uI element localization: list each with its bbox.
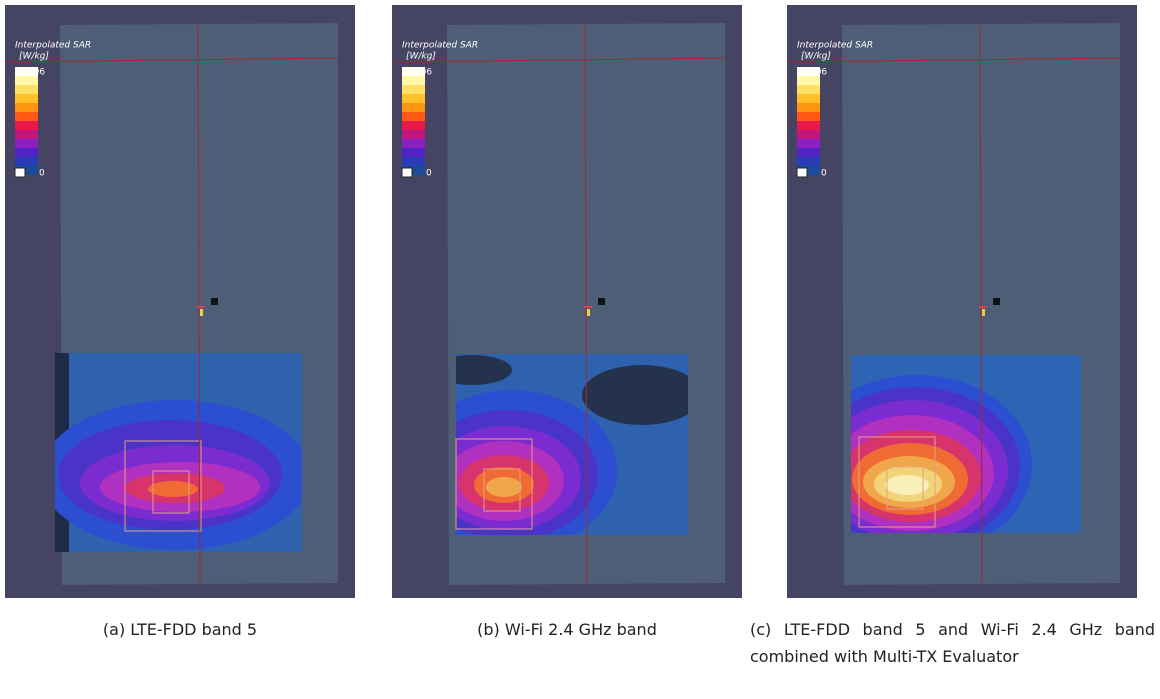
- caption: (a) LTE-FDD band 5: [5, 616, 355, 643]
- colorbar-step: [15, 130, 38, 139]
- colorbar-step: [15, 103, 38, 112]
- page: Interpolated SAR[W/kg]8.060Interpolated …: [0, 0, 1160, 699]
- marker: [211, 298, 218, 305]
- colorbar-step: [15, 139, 38, 148]
- colorbar-step: [402, 130, 425, 139]
- legend-unit: [W/kg]: [801, 52, 831, 62]
- marker: [587, 309, 590, 316]
- marker: [979, 306, 987, 308]
- colorbar-step: [15, 157, 38, 166]
- legend-title: Interpolated SAR: [402, 41, 478, 51]
- colorbar-step: [797, 130, 820, 139]
- marker: [584, 306, 592, 308]
- legend-unit: [W/kg]: [19, 52, 49, 62]
- colorbar-step: [15, 112, 38, 121]
- colorbar-step: [797, 85, 820, 94]
- panel: Interpolated SAR[W/kg] 8.06 0: [392, 5, 742, 598]
- legend-max: 8.06: [807, 68, 827, 78]
- legend-title: Interpolated SAR: [797, 41, 873, 51]
- contour: [486, 477, 522, 497]
- colorbar-step: [402, 121, 425, 130]
- low-region: [582, 365, 702, 425]
- colorbar-step: [15, 94, 38, 103]
- colorbar-step: [15, 148, 38, 157]
- colorbar-step: [402, 85, 425, 94]
- colorbar-step: [797, 157, 820, 166]
- colorbar-step: [797, 94, 820, 103]
- legend-max: 8.06: [412, 68, 432, 78]
- legend-unit: [W/kg]: [406, 52, 436, 62]
- legend-min: 0: [426, 169, 432, 179]
- colorbar-step: [402, 103, 425, 112]
- colorbar-step: [402, 148, 425, 157]
- colorbar-step: [402, 94, 425, 103]
- marker: [982, 309, 985, 316]
- panel: Interpolated SAR[W/kg] 8.06 0: [5, 5, 355, 598]
- panel: Interpolated SAR[W/kg] 8.06 0: [787, 5, 1137, 598]
- colorbar-step: [402, 112, 425, 121]
- caption: (b) Wi-Fi 2.4 GHz band: [392, 616, 742, 643]
- legend-max: 8.06: [25, 68, 45, 78]
- legend-min: 0: [39, 169, 45, 179]
- colorbar-step: [15, 121, 38, 130]
- figure: Interpolated SAR[W/kg]8.060Interpolated …: [0, 0, 1160, 610]
- legend-min: 0: [821, 169, 827, 179]
- colorbar-icon: [15, 168, 25, 177]
- colorbar-step: [797, 139, 820, 148]
- colorbar-icon: [797, 168, 807, 177]
- colorbar-step: [15, 85, 38, 94]
- colorbar-step: [402, 157, 425, 166]
- marker: [200, 309, 203, 316]
- marker: [197, 306, 205, 308]
- colorbar-icon: [402, 168, 412, 177]
- contour: [148, 481, 198, 497]
- colorbar-step: [797, 112, 820, 121]
- marker: [598, 298, 605, 305]
- colorbar-step: [797, 121, 820, 130]
- caption: (c) LTE-FDD band 5 and Wi-Fi 2.4 GHz ban…: [750, 616, 1155, 670]
- marker: [993, 298, 1000, 305]
- colorbar-step: [797, 103, 820, 112]
- legend-title: Interpolated SAR: [15, 41, 91, 51]
- colorbar-step: [402, 139, 425, 148]
- colorbar-step: [797, 148, 820, 157]
- contour: [885, 475, 929, 495]
